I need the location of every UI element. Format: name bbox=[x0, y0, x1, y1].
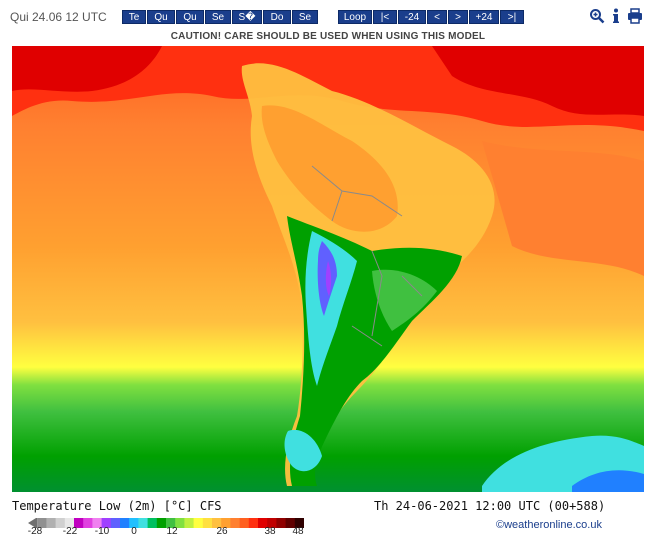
legend-swatch bbox=[46, 518, 57, 528]
temperature-map-graphic bbox=[12, 46, 644, 492]
top-navigation-bar: Qui 24.06 12 UTC Te Qu Qu Se S� Do Se Lo… bbox=[0, 8, 656, 26]
legend-swatch bbox=[175, 518, 185, 528]
print-icon[interactable] bbox=[627, 8, 643, 24]
legend-swatch bbox=[239, 518, 250, 528]
legend-swatch bbox=[92, 518, 103, 528]
day-tab-3[interactable]: Qu bbox=[176, 10, 204, 24]
run-date-label: Qui 24.06 12 UTC bbox=[10, 10, 107, 24]
plus-24-button[interactable]: +24 bbox=[469, 10, 499, 24]
previous-frame-button[interactable]: < bbox=[427, 10, 447, 24]
next-frame-button[interactable]: > bbox=[448, 10, 468, 24]
map-title: Temperature Low (2m) [°C] CFS bbox=[12, 499, 222, 513]
model-caution-banner: CAUTION! CARE SHOULD BE USED WHEN USING … bbox=[170, 31, 486, 42]
day-tab-2[interactable]: Qu bbox=[147, 10, 175, 24]
legend-swatch bbox=[294, 518, 305, 528]
legend-swatch bbox=[55, 518, 66, 528]
zoom-icon[interactable] bbox=[589, 8, 605, 24]
legend-swatch bbox=[166, 518, 176, 528]
day-tab-4[interactable]: Se bbox=[205, 10, 231, 24]
legend-swatch bbox=[156, 518, 167, 528]
legend-swatch bbox=[248, 518, 259, 528]
legend-swatch bbox=[147, 518, 158, 528]
legend-swatch bbox=[202, 518, 213, 528]
legend-swatch bbox=[267, 518, 277, 528]
legend-tick: -22 bbox=[62, 526, 78, 537]
legend-swatch bbox=[285, 518, 296, 528]
first-frame-button[interactable]: |< bbox=[373, 10, 397, 24]
legend-swatch bbox=[83, 518, 93, 528]
day-tab-1[interactable]: Te bbox=[122, 10, 146, 24]
legend-swatch bbox=[120, 518, 130, 528]
valid-time-label: Th 24-06-2021 12:00 UTC (00+588) bbox=[374, 499, 606, 513]
legend-tick: -10 bbox=[94, 526, 110, 537]
legend-swatch bbox=[74, 518, 84, 528]
legend-swatch bbox=[110, 518, 121, 528]
legend-color-bar bbox=[28, 518, 305, 528]
temperature-map[interactable] bbox=[12, 46, 644, 492]
legend-swatch bbox=[230, 518, 241, 528]
legend-tick-labels: -28 -22 -10 0 12 26 38 48 bbox=[0, 526, 320, 538]
credit-link[interactable]: ©weatheronline.co.uk bbox=[496, 519, 602, 531]
legend-swatch bbox=[64, 518, 75, 528]
day-tab-7[interactable]: Se bbox=[292, 10, 318, 24]
legend-tick: 12 bbox=[166, 526, 178, 537]
last-frame-button[interactable]: >| bbox=[500, 10, 524, 24]
minus-24-button[interactable]: -24 bbox=[398, 10, 426, 24]
day-tab-5[interactable]: S� bbox=[232, 10, 262, 24]
day-tab-6[interactable]: Do bbox=[263, 10, 291, 24]
legend-swatch bbox=[101, 518, 112, 528]
legend-swatch bbox=[221, 518, 231, 528]
legend-tick: -28 bbox=[27, 526, 43, 537]
legend-swatch bbox=[36, 518, 38, 528]
legend-swatch bbox=[193, 518, 204, 528]
legend-swatch bbox=[184, 518, 195, 528]
legend-left-arrow bbox=[28, 518, 36, 528]
legend-swatch bbox=[276, 518, 287, 528]
legend-swatch bbox=[138, 518, 149, 528]
info-icon[interactable] bbox=[608, 8, 624, 24]
temperature-color-legend bbox=[28, 515, 305, 528]
legend-tick: 26 bbox=[216, 526, 228, 537]
legend-swatch bbox=[129, 518, 139, 528]
loop-button[interactable]: Loop bbox=[338, 10, 372, 24]
legend-swatch bbox=[258, 518, 268, 528]
legend-swatch bbox=[37, 518, 47, 528]
legend-tick: 48 bbox=[292, 526, 304, 537]
legend-swatch bbox=[212, 518, 222, 528]
legend-tick: 38 bbox=[264, 526, 276, 537]
legend-tick: 0 bbox=[131, 526, 137, 537]
